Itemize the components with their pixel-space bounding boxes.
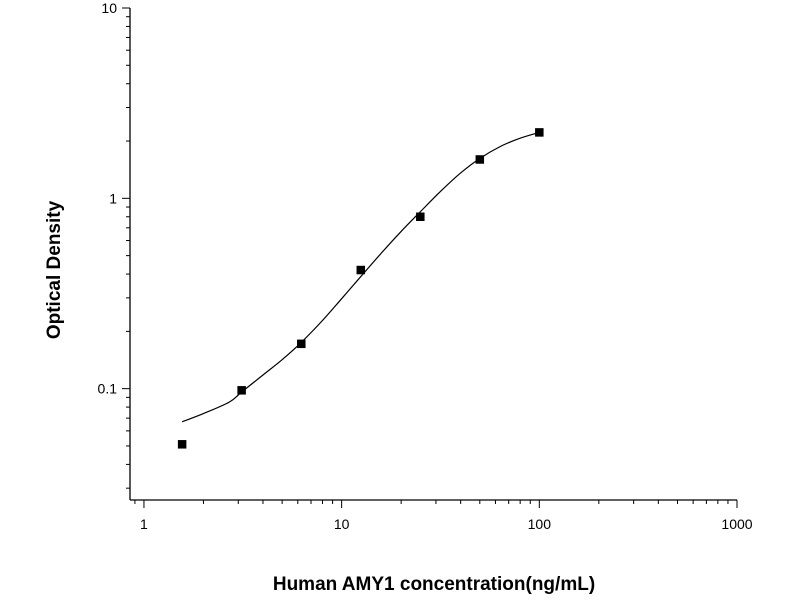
- y-tick-label: 10: [101, 0, 117, 16]
- fitted-curve-layer: [181, 131, 540, 423]
- data-point: [535, 128, 544, 137]
- data-point: [416, 212, 425, 222]
- ticks: 1 10 100 1000 0.1 1 10: [98, 0, 753, 532]
- y-axis-title: Optical Density: [44, 200, 65, 339]
- x-tick-label: 100: [528, 516, 552, 532]
- x-tick-label: 1000: [721, 516, 752, 532]
- x-tick-label: 1: [140, 516, 148, 532]
- data-point: [297, 339, 306, 349]
- y-tick-label: 0.1: [98, 381, 118, 397]
- axes: [129, 8, 737, 501]
- data-point: [356, 265, 366, 275]
- data-points-layer: [177, 128, 544, 449]
- data-point: [177, 440, 187, 449]
- fitted-curve-line: [181, 131, 540, 423]
- y-tick-label: 1: [109, 190, 117, 206]
- x-tick-label: 10: [334, 516, 350, 532]
- data-point: [475, 155, 485, 164]
- data-point: [237, 386, 246, 395]
- x-axis-title: Human AMY1 concentration(ng/mL): [273, 574, 595, 595]
